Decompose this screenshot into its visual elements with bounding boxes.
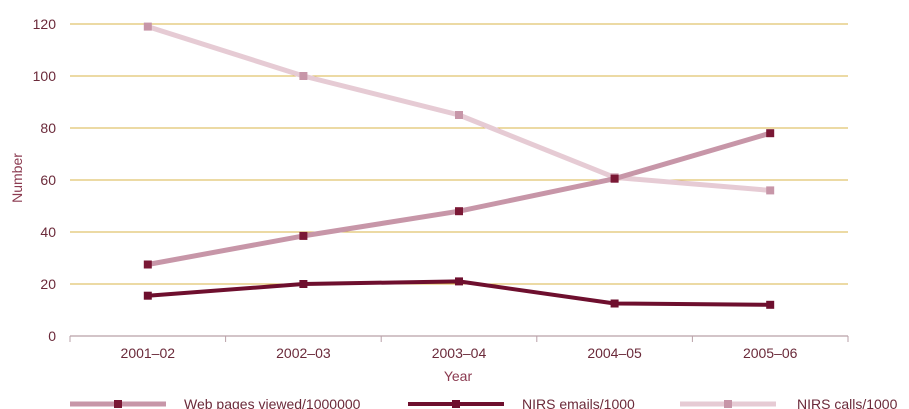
- x-tick-label: 2002–03: [276, 345, 331, 361]
- y-tick-label: 40: [40, 224, 56, 240]
- x-tick-label: 2003–04: [432, 345, 487, 361]
- gridlines: [70, 23, 848, 285]
- legend-item-2: NIRS calls/1000: [680, 396, 898, 409]
- legend: Web pages viewed/1000000 NIRS emails/1000…: [70, 396, 898, 409]
- data-point: [299, 231, 308, 240]
- data-point: [455, 111, 463, 119]
- y-tick-labels: 0 20 40 60 80 100 120: [33, 16, 57, 344]
- y-axis-label: Number: [9, 153, 25, 203]
- legend-item-0: Web pages viewed/1000000: [70, 396, 361, 409]
- legend-swatch-marker: [114, 400, 122, 408]
- legend-item-1: NIRS emails/1000: [408, 396, 635, 409]
- series-line: [145, 24, 773, 193]
- data-point: [766, 186, 775, 195]
- y-tick-label: 80: [40, 120, 56, 136]
- x-tick-labels: 2001–02 2002–03 2003–04 2004–05 2005–06: [121, 345, 798, 361]
- x-axis-label: Year: [444, 368, 473, 384]
- series-1: [143, 277, 775, 309]
- y-tick-label: 120: [33, 16, 57, 32]
- data-point: [455, 277, 463, 286]
- series-lines: [143, 22, 775, 309]
- data-point: [610, 174, 619, 183]
- axes: [69, 335, 849, 342]
- data-point: [610, 299, 619, 308]
- y-tick-label: 100: [33, 68, 57, 84]
- series-0: [143, 129, 775, 269]
- data-point: [143, 22, 152, 31]
- data-point: [143, 260, 152, 269]
- legend-label: NIRS calls/1000: [797, 396, 898, 409]
- legend-swatch-marker: [452, 400, 460, 408]
- y-tick-label: 60: [40, 172, 56, 188]
- legend-label: Web pages viewed/1000000: [184, 396, 361, 409]
- data-point: [455, 207, 463, 216]
- data-point: [766, 129, 775, 138]
- y-tick-label: 20: [40, 276, 56, 292]
- data-point: [143, 291, 152, 300]
- x-tick-label: 2001–02: [121, 345, 176, 361]
- legend-swatch-marker: [724, 400, 732, 408]
- data-point: [299, 72, 308, 80]
- data-point: [299, 280, 308, 288]
- series-line: [145, 130, 773, 267]
- data-point: [766, 300, 775, 309]
- x-tick-label: 2005–06: [743, 345, 798, 361]
- x-tick-label: 2004–05: [587, 345, 642, 361]
- legend-label: NIRS emails/1000: [522, 396, 635, 409]
- y-tick-label: 0: [48, 328, 56, 344]
- series-2: [143, 22, 775, 195]
